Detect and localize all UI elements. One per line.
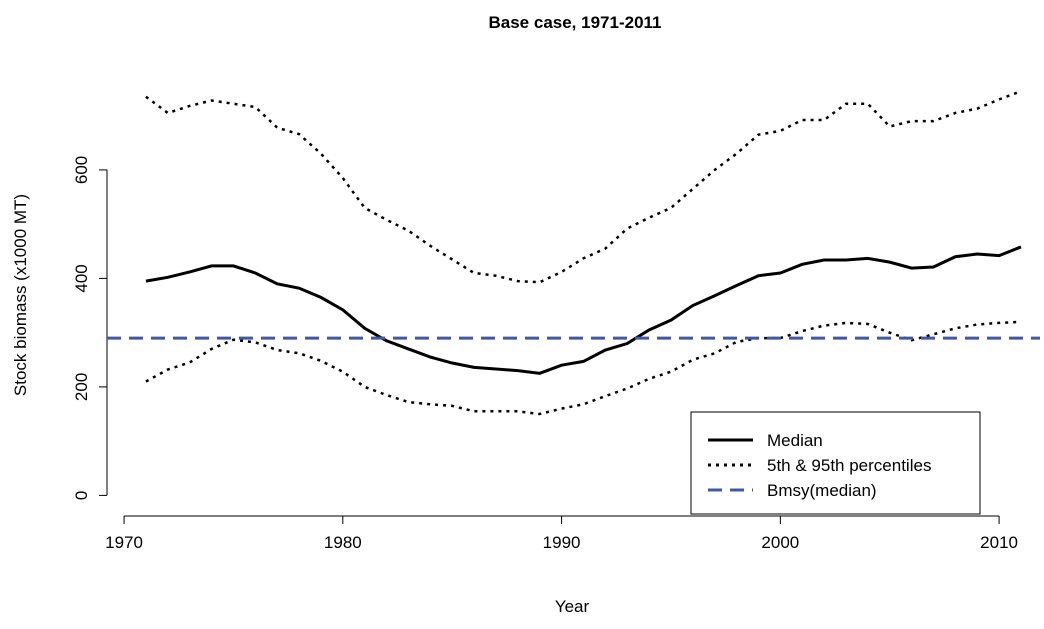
legend-box: [690, 411, 981, 515]
y-tick-label: 600: [72, 156, 91, 184]
x-tick-label: 2010: [980, 533, 1018, 552]
legend-label: Bmsy(median): [767, 481, 877, 500]
x-tick-label: 1990: [543, 533, 581, 552]
y-axis-label: Stock biomass (x1000 MT): [11, 194, 30, 396]
chart-title: Base case, 1971-2011: [489, 13, 662, 32]
series-line: [145, 245, 1022, 375]
y-tick-label: 0: [72, 491, 91, 500]
series-line: [145, 90, 1022, 284]
legend-label: Median: [767, 431, 823, 450]
series-line: [145, 320, 1022, 416]
y-tick-label: 200: [72, 373, 91, 401]
x-tick-label: 1970: [105, 533, 143, 552]
y-tick-label: 400: [72, 264, 91, 292]
x-tick-label: 1980: [324, 533, 362, 552]
x-axis-label: Year: [555, 597, 590, 616]
x-tick-label: 2000: [761, 533, 799, 552]
legend-label: 5th & 95th percentiles: [767, 456, 931, 475]
